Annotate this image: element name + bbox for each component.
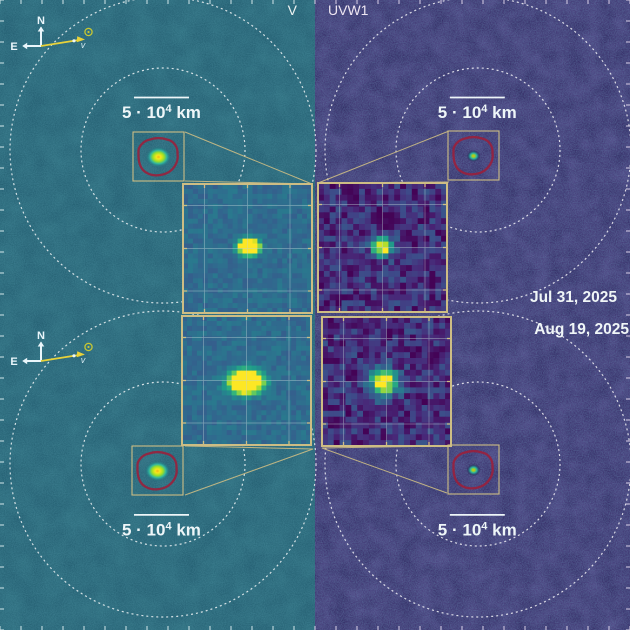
- svg-text:V: V: [288, 2, 298, 18]
- svg-text:Aug 19, 2025: Aug 19, 2025: [534, 321, 629, 338]
- svg-text:UVW1: UVW1: [328, 2, 369, 18]
- svg-text:Jul 31, 2025: Jul 31, 2025: [530, 289, 617, 306]
